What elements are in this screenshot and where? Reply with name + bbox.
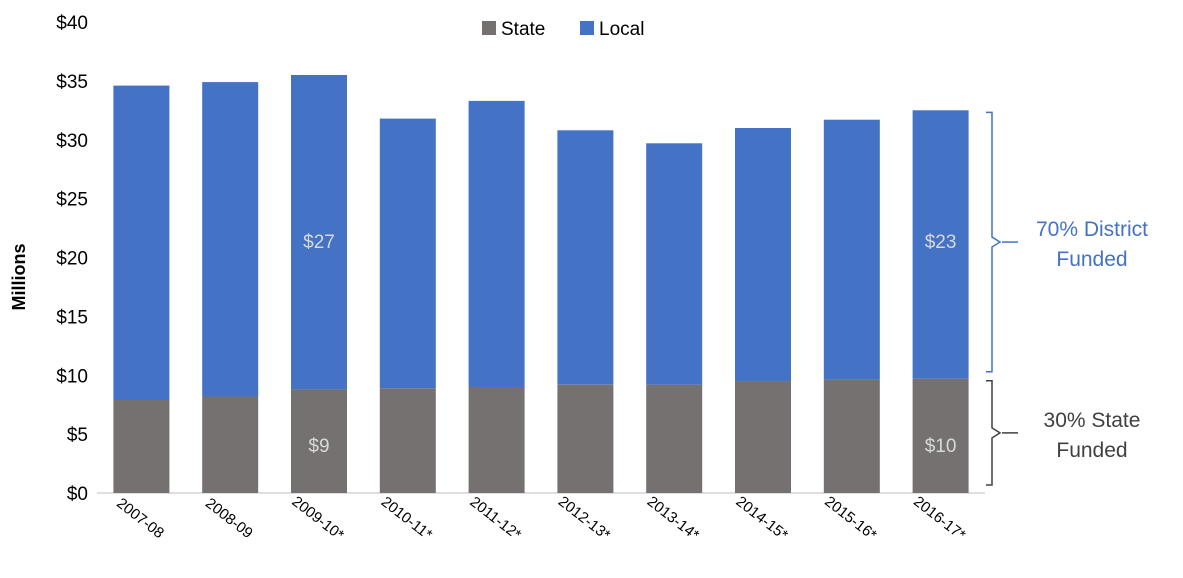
y-tick-label: $30 (56, 131, 88, 152)
bar-local-2013-14 (646, 143, 703, 385)
x-tick-label: 2012-13* (555, 493, 614, 544)
x-tick-label: 2014-15* (733, 493, 792, 544)
x-tick-label: 2008-09 (202, 495, 256, 542)
state-bracket (986, 380, 1002, 486)
bar-local-2010-11 (379, 118, 436, 389)
bar-state-2010-11 (379, 388, 436, 493)
bar-local-2014-15 (735, 128, 791, 382)
y-axis-title: Millions (9, 244, 29, 311)
y-tick-label: $15 (56, 307, 88, 328)
data-label-local: $23 (925, 232, 957, 253)
bar-local-2012-13 (557, 130, 614, 385)
bar-local-2008-09 (202, 82, 259, 397)
local-bracket (986, 111, 1002, 373)
legend-swatch-local (580, 21, 594, 35)
bar-local-2007-08 (113, 85, 170, 400)
x-tick-label: 2015-16* (821, 493, 880, 544)
y-tick-label: $10 (56, 366, 88, 387)
x-tick-label: 2013-14* (644, 493, 703, 544)
bar-state-2013-14 (646, 384, 703, 493)
bar-local-2016-17 (912, 110, 969, 379)
x-tick-label: 2009-10* (289, 493, 348, 544)
bar-local-2011-12 (468, 100, 525, 388)
y-tick-label: $35 (56, 72, 88, 93)
y-tick-label: $0 (67, 484, 88, 505)
state-annotation: 30% State Funded (1044, 409, 1141, 462)
y-tick-label: $20 (56, 249, 88, 270)
bars (113, 75, 969, 493)
bar-local-2009-10 (291, 75, 347, 390)
x-axis-ticks: 2007-08 2008-09 2009-10* 2010-11* 2011-12* 20… (113, 493, 968, 544)
y-axis-ticks: $0 $5 $10 $15 $20 $25 $30 $35 $40 (56, 13, 88, 505)
bar-state-2012-13 (557, 384, 614, 493)
annotation-brackets: 70% District Funded 30% State Funded (986, 111, 1148, 486)
legend-label-state: State (501, 19, 545, 40)
legend-label-local: Local (599, 19, 644, 40)
x-tick-label: 2011-12* (467, 493, 525, 543)
bar-state-2009-10 (291, 389, 347, 493)
legend-swatch-state (482, 21, 496, 35)
x-tick-label: 2007-08 (113, 495, 167, 542)
bar-state-2011-12 (468, 387, 525, 493)
legend: State Local (482, 19, 644, 40)
y-tick-label: $40 (56, 13, 88, 34)
bar-state-2007-08 (113, 400, 170, 493)
x-tick-label: 2016-17* (910, 493, 969, 544)
y-tick-label: $5 (67, 425, 88, 446)
bar-local-2015-16 (823, 119, 880, 380)
x-tick-label: 2010-11* (378, 493, 436, 543)
y-tick-label: $25 (56, 190, 88, 211)
bar-state-2016-17 (912, 378, 969, 493)
data-label-local: $27 (303, 232, 335, 253)
data-label-state: $10 (925, 436, 957, 457)
data-labels: $27 $9 $23 $10 (303, 232, 956, 457)
bar-state-2008-09 (202, 396, 259, 493)
data-label-state: $9 (308, 436, 329, 457)
bar-state-2015-16 (823, 380, 880, 493)
bar-state-2014-15 (735, 381, 791, 493)
local-annotation: 70% District Funded (1036, 218, 1148, 271)
